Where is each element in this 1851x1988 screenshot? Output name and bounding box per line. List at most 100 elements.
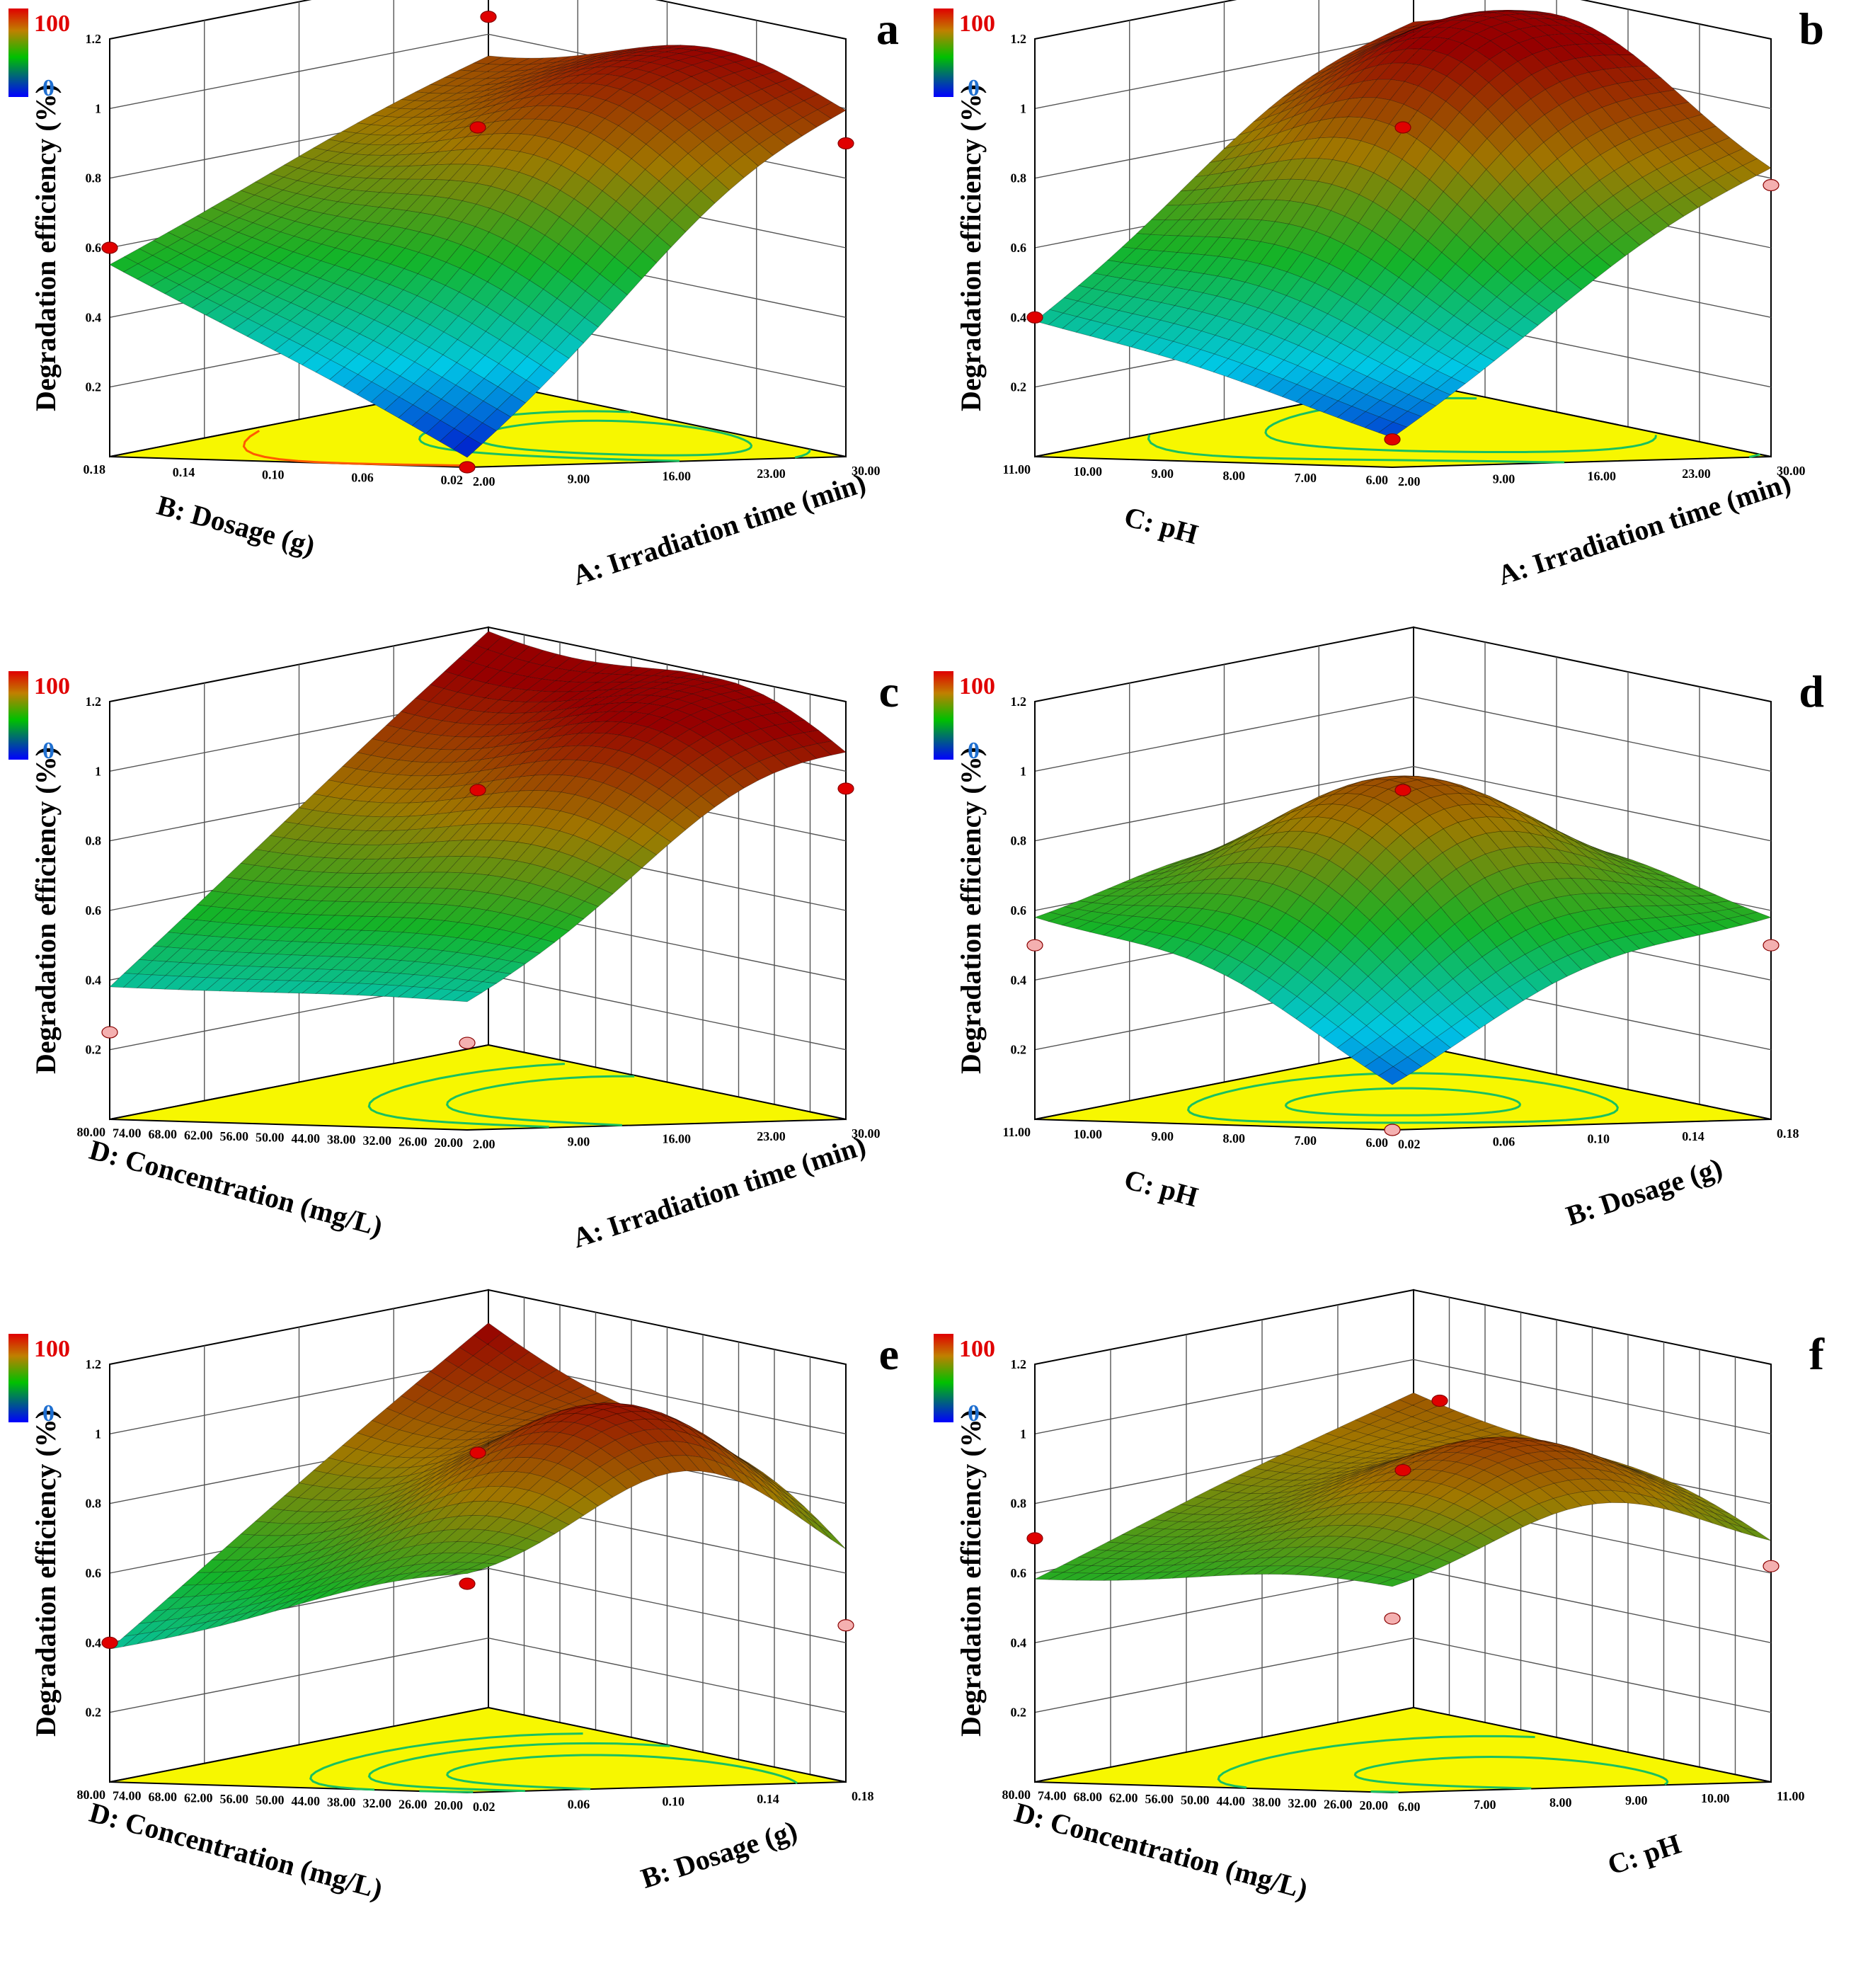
surface-cell <box>1670 175 1700 197</box>
colorbar <box>934 8 953 97</box>
surface-cell <box>1525 255 1555 281</box>
z-tick-label: 0.8 <box>86 834 102 848</box>
surface-cell <box>1277 139 1307 162</box>
surface-cell <box>637 51 666 57</box>
surface-cell <box>528 289 558 316</box>
right-axis-tick-label: 16.00 <box>663 469 692 484</box>
surface-cell <box>1262 159 1293 182</box>
right-axis-tick-label: 7.00 <box>1474 1798 1496 1812</box>
right-axis-tick-label: 2.00 <box>473 1137 495 1151</box>
z-tick-label: 0.6 <box>86 903 102 918</box>
right-axis-tick-label: 10.00 <box>1701 1791 1730 1805</box>
surface-cell <box>1440 263 1470 292</box>
surface-cell <box>575 113 606 134</box>
surface-cell <box>292 239 323 257</box>
surface-cell <box>1266 106 1295 127</box>
surface-cell <box>643 181 673 209</box>
surface-cell <box>1401 168 1431 200</box>
design-point <box>1763 939 1780 952</box>
surface-cell <box>534 105 565 121</box>
left-axis-tick-label: 7.00 <box>1295 1133 1317 1148</box>
surface-cell <box>1614 139 1644 163</box>
surface-cell <box>1472 108 1502 139</box>
left-axis-tick-label: 32.00 <box>1288 1796 1317 1810</box>
left-axis-tick-label: 0.14 <box>173 465 195 479</box>
surface-cell <box>1503 42 1533 62</box>
design-point <box>480 11 497 23</box>
left-axis-label: C: pH <box>1121 1163 1202 1213</box>
surface-cell <box>1179 174 1210 192</box>
surface-cell <box>1659 89 1690 106</box>
surface-cell <box>646 130 675 156</box>
right-axis-tick-label: 9.00 <box>568 1134 590 1148</box>
colorbar <box>8 8 28 97</box>
surface-cell <box>122 263 153 280</box>
surface-cell <box>333 269 363 289</box>
surface-cell <box>211 198 241 213</box>
surface-cell <box>253 185 284 200</box>
surface-cell <box>1191 219 1221 237</box>
left-axis-label: D: Concentration (mg/L) <box>86 1796 386 1905</box>
surface-cell <box>1557 121 1587 149</box>
surface-cell <box>478 133 508 149</box>
surface-cell <box>1288 227 1317 253</box>
left-axis-tick-label: 20.00 <box>1360 1798 1389 1812</box>
surface-cell <box>1193 172 1224 191</box>
z-tick-label: 1.2 <box>1011 32 1027 46</box>
right-axis-tick-label: 6.00 <box>1398 1800 1421 1814</box>
surface-cell <box>467 422 497 445</box>
surface-cell <box>773 125 803 146</box>
left-axis-tick-label: 50.00 <box>256 1793 285 1807</box>
surface-cell <box>1629 113 1659 134</box>
surface-cell <box>374 304 403 327</box>
surface-cell <box>512 331 542 358</box>
left-axis-tick-label: 20.00 <box>435 1798 464 1812</box>
surface-cell <box>1429 159 1459 193</box>
design-point <box>1431 1394 1448 1407</box>
left-axis-tick-label: 0.18 <box>84 462 106 476</box>
z-tick-label: 1.2 <box>86 32 102 46</box>
left-axis-tick-label: 10.00 <box>1074 1127 1103 1141</box>
surface-cell <box>634 62 665 73</box>
z-tick-label: 0.4 <box>86 1635 102 1650</box>
surface-cell <box>1189 254 1220 274</box>
left-axis-tick-label: 44.00 <box>292 1794 321 1808</box>
colorbar-max-label: 100 <box>959 11 995 37</box>
surface-cell <box>719 62 750 74</box>
panel-letter: c <box>879 666 899 716</box>
z-tick-label: 0.8 <box>1011 171 1027 185</box>
right-axis-tick-label: 0.02 <box>473 1800 495 1814</box>
design-point <box>1384 1124 1401 1136</box>
response-surface <box>108 1323 847 1650</box>
right-axis-tick-label: 0.18 <box>852 1789 874 1803</box>
response-surface <box>1034 1392 1772 1587</box>
floor-contour <box>242 430 472 467</box>
left-axis-tick-label: 62.00 <box>184 1129 213 1143</box>
surface-cell <box>704 92 733 111</box>
panel-a: 0.2 0.4 0.6 0.8 1 1.2 Degradation efficiency (… <box>8 0 899 591</box>
surface-cell <box>386 333 416 355</box>
surface-cell <box>406 195 436 213</box>
surface-cell <box>1698 179 1728 200</box>
surface-cell <box>1484 214 1513 245</box>
surface-cell <box>347 274 377 295</box>
surface-cell <box>334 251 364 270</box>
surface-cell <box>1464 11 1493 16</box>
surface-cell <box>349 220 379 239</box>
surface-cell <box>1453 300 1483 326</box>
surface-cell <box>1501 110 1530 139</box>
surface-cell <box>408 152 438 166</box>
surface-cell <box>443 315 473 341</box>
left-axis-tick-label: 74.00 <box>1038 1789 1067 1803</box>
surface-cell <box>511 379 541 404</box>
surface-cell <box>1447 42 1477 63</box>
surface-cell <box>1384 277 1414 304</box>
surface-cell <box>430 285 460 309</box>
surface-cell <box>1714 137 1744 156</box>
surface-cell <box>556 280 586 309</box>
surface-cell <box>500 297 529 324</box>
design-point <box>1394 1463 1411 1477</box>
surface-cell <box>415 324 445 348</box>
surface-cell <box>439 428 469 450</box>
